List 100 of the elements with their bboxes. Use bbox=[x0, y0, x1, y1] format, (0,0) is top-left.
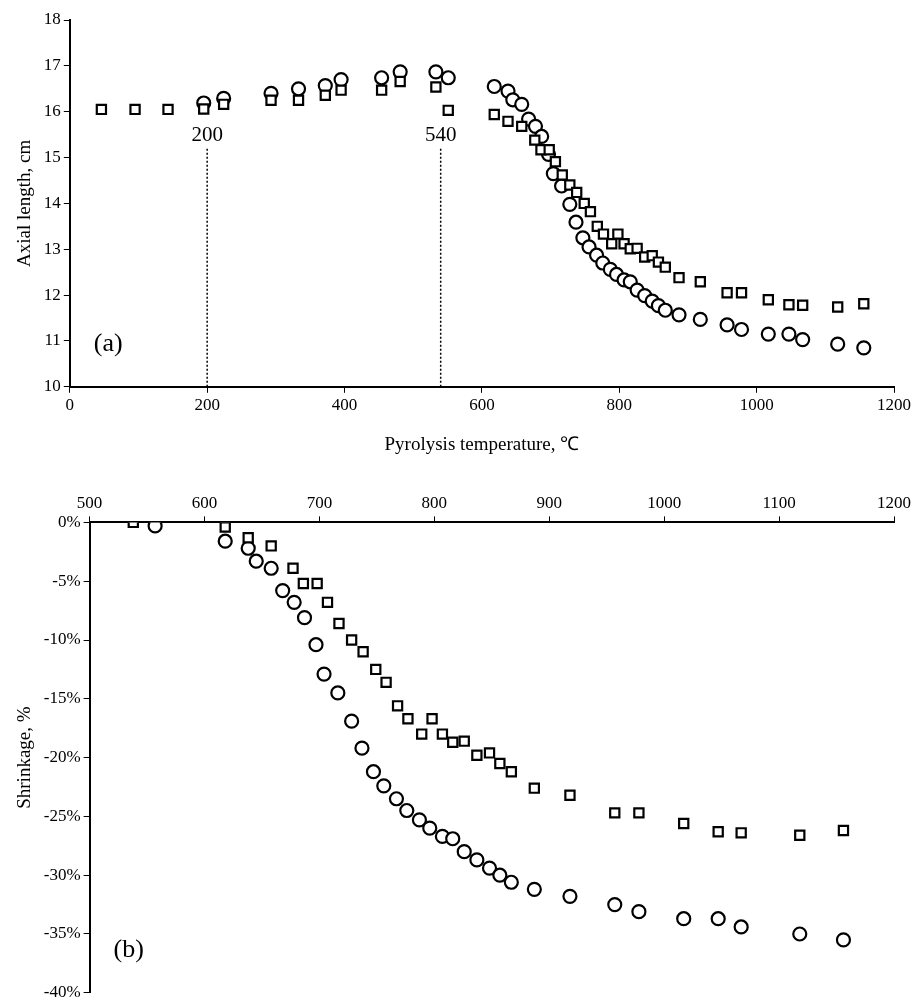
point bbox=[345, 634, 358, 646]
x-tick-label: 1200 bbox=[877, 395, 911, 415]
point bbox=[760, 326, 776, 342]
y-tick-label: -35% bbox=[43, 923, 81, 943]
point bbox=[162, 103, 174, 116]
point bbox=[494, 757, 506, 770]
point bbox=[365, 764, 382, 780]
point bbox=[607, 897, 623, 913]
y-tick-label: 13 bbox=[43, 238, 61, 258]
point bbox=[505, 766, 518, 778]
point bbox=[694, 276, 707, 288]
point bbox=[502, 115, 514, 128]
point bbox=[440, 70, 456, 86]
point bbox=[631, 242, 643, 255]
point bbox=[527, 118, 544, 134]
point bbox=[380, 676, 392, 689]
point bbox=[95, 103, 108, 116]
point bbox=[308, 637, 324, 653]
point bbox=[503, 874, 519, 890]
y-tick-label: -40% bbox=[43, 982, 81, 1002]
annotation: (a) bbox=[93, 327, 123, 357]
y-tick-label: 14 bbox=[43, 192, 62, 212]
point bbox=[265, 540, 277, 552]
point bbox=[286, 594, 302, 610]
point bbox=[402, 713, 414, 725]
point bbox=[344, 713, 360, 729]
point bbox=[671, 307, 687, 323]
point bbox=[488, 108, 500, 121]
point bbox=[374, 70, 390, 86]
y-tick-label: 11 bbox=[44, 330, 61, 350]
point bbox=[735, 827, 747, 839]
point bbox=[556, 169, 568, 181]
x-tick-label: 1000 bbox=[739, 395, 774, 415]
point bbox=[447, 736, 459, 749]
point bbox=[795, 331, 811, 348]
y-tick-label: 18 bbox=[43, 9, 61, 29]
point bbox=[375, 84, 388, 96]
point bbox=[831, 301, 844, 313]
y-tick-label: -25% bbox=[43, 805, 81, 825]
point bbox=[792, 926, 808, 942]
point bbox=[129, 103, 141, 116]
point bbox=[481, 860, 498, 876]
y-tick-label: -30% bbox=[43, 864, 81, 884]
point bbox=[399, 802, 415, 819]
point bbox=[781, 326, 797, 342]
x-tick-label: 1200 bbox=[877, 492, 911, 512]
point bbox=[217, 98, 230, 111]
x-tick-label: 0 bbox=[65, 395, 75, 415]
point bbox=[219, 522, 231, 533]
point bbox=[516, 120, 528, 133]
point bbox=[445, 831, 461, 847]
point bbox=[217, 533, 233, 549]
point bbox=[422, 820, 438, 836]
y-tick-label: -15% bbox=[43, 688, 81, 708]
point bbox=[469, 852, 485, 868]
x-tick-label: 200 bbox=[194, 395, 220, 415]
point bbox=[388, 791, 405, 807]
point bbox=[837, 824, 850, 837]
point bbox=[796, 299, 809, 311]
point bbox=[762, 293, 775, 306]
point bbox=[562, 888, 578, 904]
point bbox=[426, 713, 438, 725]
point bbox=[333, 617, 345, 630]
point bbox=[597, 228, 610, 240]
y-tick-label: 10 bbox=[43, 376, 61, 396]
point bbox=[562, 196, 578, 212]
ref-line-label: 540 bbox=[424, 122, 457, 147]
y-tick-label: 16 bbox=[43, 101, 61, 121]
y-tick-label: 0% bbox=[57, 511, 81, 531]
point bbox=[719, 317, 735, 333]
point bbox=[549, 155, 562, 168]
point bbox=[376, 778, 392, 794]
y-tick-label: -10% bbox=[43, 629, 81, 649]
point bbox=[311, 577, 323, 590]
point bbox=[354, 740, 370, 756]
x-tick-label: 800 bbox=[606, 395, 633, 415]
point bbox=[830, 336, 846, 352]
point bbox=[526, 881, 542, 897]
point bbox=[296, 610, 313, 626]
point bbox=[721, 287, 733, 299]
point bbox=[436, 728, 449, 740]
point bbox=[292, 94, 305, 106]
point bbox=[783, 299, 795, 311]
point bbox=[733, 919, 749, 935]
point bbox=[297, 577, 310, 590]
x-tick-label: 700 bbox=[306, 492, 333, 512]
x-tick-label: 900 bbox=[536, 492, 563, 512]
x-tick-label: 1000 bbox=[647, 492, 682, 512]
point bbox=[483, 747, 496, 759]
point bbox=[568, 214, 584, 230]
ref-line-label: 200 bbox=[191, 122, 223, 147]
point bbox=[528, 782, 541, 794]
point bbox=[678, 817, 690, 830]
point bbox=[735, 287, 748, 299]
point bbox=[631, 904, 647, 920]
point bbox=[430, 81, 442, 93]
x-axis-title: Pyrolysis temperature, ℃ bbox=[384, 432, 580, 454]
point bbox=[856, 340, 872, 356]
y-tick-label: 17 bbox=[43, 55, 62, 75]
point bbox=[710, 911, 726, 927]
